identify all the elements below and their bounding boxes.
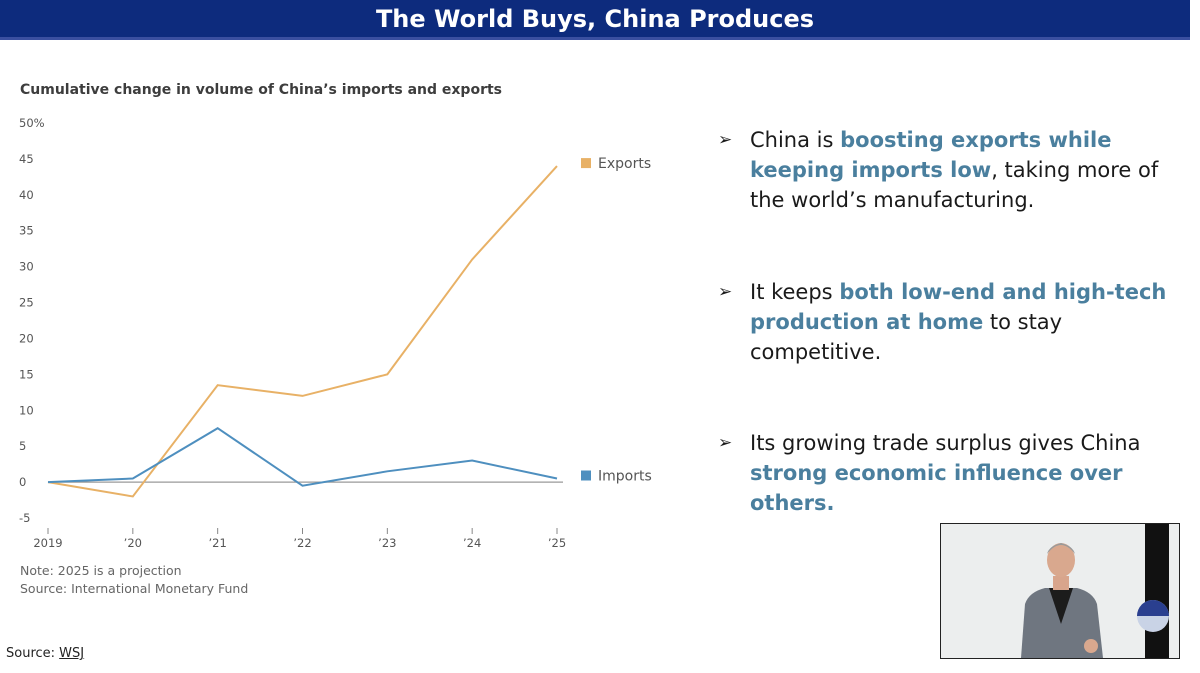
chart-note: Note: 2025 is a projection	[20, 563, 182, 578]
bullet-item-1: ➢ China is boosting exports while keepin…	[718, 125, 1178, 215]
legend-label-imports: Imports	[598, 469, 652, 485]
arrow-bullet-icon: ➢	[718, 282, 733, 302]
bullet-highlight: both low-end and high-tech production at…	[750, 280, 1167, 334]
legend-label-exports: Exports	[598, 156, 651, 172]
source-label: Source:	[6, 646, 56, 661]
y-tick-label: 40	[19, 188, 34, 202]
series-line-imports	[47, 427, 558, 487]
bullet-text-1: China is boosting exports while keeping …	[750, 125, 1178, 215]
presenter-video[interactable]	[940, 523, 1180, 659]
chart-source: Source: International Monetary Fund	[20, 581, 249, 596]
x-tick-label: ’24	[463, 536, 481, 550]
series-line-exports	[47, 165, 558, 498]
bullet-run: China is	[750, 128, 841, 152]
y-tick-label: 5	[19, 439, 26, 453]
bullet-run: to stay competitive.	[750, 310, 1063, 364]
bullet-text-2: It keeps both low-end and high-tech prod…	[750, 277, 1178, 367]
bullet-run: , taking more of the world’s manufacturi…	[750, 158, 1159, 212]
bullet-item-3: ➢ Its growing trade surplus gives China …	[718, 428, 1178, 518]
arrow-bullet-icon: ➢	[718, 433, 733, 453]
presenter-video-icon	[941, 524, 1179, 658]
slide-source: Source: WSJ	[6, 646, 84, 661]
y-tick-label: 25	[19, 296, 34, 310]
chart-title: Cumulative change in volume of China’s i…	[20, 82, 503, 98]
x-tick-label: ’20	[124, 536, 142, 550]
arrow-bullet-icon: ➢	[718, 130, 733, 150]
y-tick-label: 45	[19, 152, 34, 166]
y-tick-label: 15	[19, 367, 34, 381]
slide-title-bar: The World Buys, China Produces	[0, 0, 1190, 40]
legend-swatch-exports	[581, 158, 591, 169]
legend-swatch-imports	[581, 470, 591, 481]
y-tick-label: 20	[19, 331, 34, 345]
source-link[interactable]: WSJ	[59, 646, 85, 661]
bullet-text-3: Its growing trade surplus gives China st…	[750, 428, 1178, 518]
x-tick-label: ’21	[209, 536, 227, 550]
x-tick-label: 2019	[33, 536, 62, 550]
y-tick-label: 50%	[19, 116, 45, 130]
y-tick-label: 0	[19, 475, 26, 489]
bullet-item-2: ➢ It keeps both low-end and high-tech pr…	[718, 277, 1178, 367]
bullet-highlight: boosting exports while keeping imports l…	[750, 128, 1112, 182]
x-tick-label: ’25	[548, 536, 566, 550]
x-tick-label: ’23	[378, 536, 396, 550]
x-tick-label: ’22	[293, 536, 311, 550]
y-tick-label: 30	[19, 260, 34, 274]
y-tick-label: 35	[19, 224, 34, 238]
slide-title: The World Buys, China Produces	[375, 4, 815, 33]
bullet-run: It keeps	[750, 280, 840, 304]
bullet-run: Its growing trade surplus gives China	[750, 431, 1141, 455]
y-tick-label: -5	[19, 511, 30, 525]
y-tick-label: 10	[19, 403, 34, 417]
bullet-highlight: strong economic influence over others.	[750, 461, 1123, 515]
